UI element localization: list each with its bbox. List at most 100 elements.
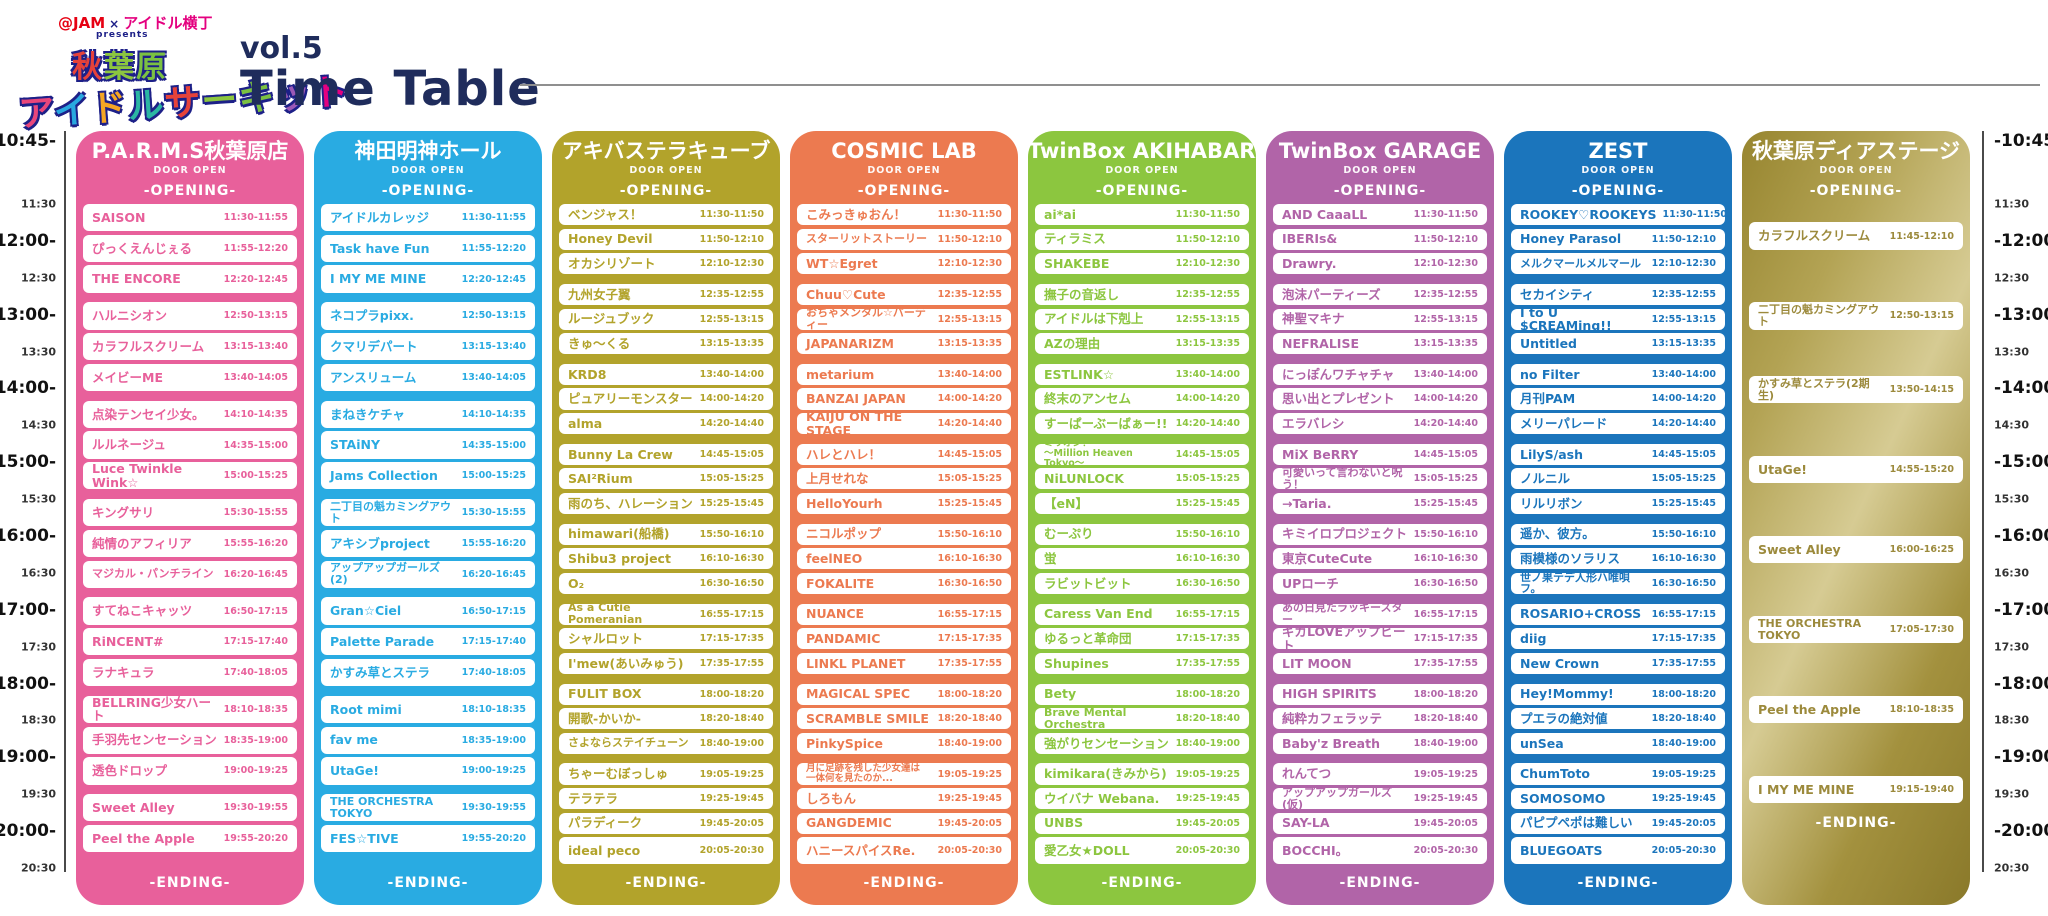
venue-schedule: カラフルスクリーム 11:45-12:10 二丁目の魁カミングアウト 12:50-13…: [1749, 204, 1963, 868]
presents-label: presents: [96, 30, 149, 40]
venue-name: アキバステラキューブ: [561, 139, 771, 163]
act-row: おちゃメンタル☆パーティー 12:55-13:15: [797, 308, 1011, 330]
act-time: 16:55-17:15: [699, 608, 764, 620]
act-row: ノルニル 15:05-15:25: [1511, 468, 1725, 490]
act-name: 【eN】: [1044, 495, 1088, 511]
act-time: 17:40-18:05: [461, 667, 526, 679]
act-time: 13:15-13:40: [223, 341, 288, 353]
act-row: Jams Collection 15:00-15:25: [321, 462, 535, 490]
venue-name: TwinBox AKIHABARA: [1028, 139, 1272, 163]
act-time: 18:40-19:00: [1651, 737, 1716, 749]
venue-name: 神田明神ホール: [354, 139, 502, 163]
time-tick: 14:00-: [0, 378, 56, 399]
venue-columns: P.A.R.M.S秋葉原店 DOOR OPEN -OPENING- SAISON 11:…: [76, 131, 1970, 905]
act-time: 17:35-17:55: [1413, 657, 1478, 669]
act-name: 可愛いって言わないと呪う！: [1282, 468, 1403, 490]
logo-char: イ: [52, 89, 93, 134]
logo-char: 原: [136, 50, 168, 85]
act-row: NiLUNLOCK 15:05-15:25: [1035, 468, 1249, 490]
time-tick: -12:00: [1994, 230, 2048, 251]
act-row: THE ENCORE 12:20-12:45: [83, 265, 297, 293]
act-row: ベンジャス！ 11:30-11:50: [559, 204, 773, 226]
act-row: UPローチ 16:30-16:50: [1273, 572, 1487, 594]
act-time: 20:05-20:30: [937, 845, 1002, 857]
venue-name: 秋葉原ディアステージ: [1751, 139, 1961, 163]
act-name: ハニースパイスRe.: [806, 843, 916, 859]
time-tick: 20:30: [20, 861, 56, 875]
act-row: メリーパレード 14:20-14:40: [1511, 413, 1725, 435]
act-name: 撫子の音返し: [1044, 286, 1120, 302]
act-time: 20:05-20:30: [1175, 845, 1240, 857]
act-name: アイドルは下剋上: [1044, 311, 1144, 327]
act-time: 20:05-20:30: [1651, 845, 1716, 857]
act-name: ハルニシオン: [92, 308, 168, 324]
venue-header: TwinBox AKIHABARA DOOR OPEN -OPENING-: [1028, 131, 1272, 204]
act-name: SOMOSOMO: [1520, 790, 1606, 806]
act-name: きゅ〜くる: [568, 335, 631, 351]
act-row: しろもん 19:25-19:45: [797, 788, 1011, 810]
act-time: 14:45-15:05: [1413, 448, 1478, 460]
act-row: Sweet Alley 16:00-16:25: [1749, 536, 1963, 564]
act-row: himawari(船橋) 15:50-16:10: [559, 523, 773, 545]
act-name: Honey Devil: [568, 231, 653, 247]
time-tick: 12:30: [20, 271, 56, 285]
act-row: 開歌-かいか- 18:20-18:40: [559, 708, 773, 730]
act-time: 16:10-16:30: [1651, 553, 1716, 565]
act-row: ピュアリーモンスター 14:00-14:20: [559, 388, 773, 410]
venue-column-4: COSMIC LAB DOOR OPEN -OPENING- こみっきゅおん！ 11:3…: [790, 131, 1018, 905]
act-name: アイドルカレッジ: [330, 209, 430, 225]
opening-label: -OPENING-: [381, 183, 475, 200]
time-tick: 16:30: [20, 566, 56, 580]
act-time: 14:55-15:20: [1889, 464, 1954, 476]
act-row: SOMOSOMO 19:25-19:45: [1511, 788, 1725, 810]
act-row: れんてつ 19:05-19:25: [1273, 763, 1487, 785]
act-row: SAY-LA 19:45-20:05: [1273, 812, 1487, 834]
act-name: unSea: [1520, 735, 1564, 751]
act-row: SAI²Rium 15:05-15:25: [559, 468, 773, 490]
act-time: 17:40-18:05: [223, 667, 288, 679]
act-time: 19:45-20:05: [1651, 817, 1716, 829]
venue-schedule: アイドルカレッジ 11:30-11:55 Task have Fun 11:55-12…: [321, 204, 535, 868]
act-name: LilyS/ash: [1520, 446, 1584, 462]
act-row: unSea 18:40-19:00: [1511, 732, 1725, 754]
act-time: 16:30-16:50: [1175, 577, 1240, 589]
act-row: こみっきゅおん！ 11:30-11:50: [797, 204, 1011, 226]
act-row: パラディーク 19:45-20:05: [559, 812, 773, 834]
act-row: Gran☆Ciel 16:50-17:15: [321, 597, 535, 625]
act-name: NUANCE: [806, 606, 865, 622]
venue-name: ZEST: [1588, 139, 1648, 163]
act-row: Shupines 17:35-17:55: [1035, 652, 1249, 674]
act-name: AND CaaaLL: [1282, 206, 1368, 222]
act-time: 13:15-13:35: [1651, 338, 1716, 350]
act-row: UtaGe! 19:00-19:25: [321, 757, 535, 785]
act-row: 【eN】 15:25-15:45: [1035, 492, 1249, 515]
act-time: 19:45-20:05: [1413, 817, 1478, 829]
act-time: 20:05-20:30: [699, 845, 764, 857]
act-row: 純粋カフェラッテ 18:20-18:40: [1273, 708, 1487, 730]
act-time: 18:00-18:20: [937, 688, 1002, 700]
act-name: テラテラ: [568, 790, 619, 806]
time-tick: -13:00: [1994, 304, 2048, 325]
time-tick: -17:00: [1994, 599, 2048, 620]
act-name: カラフルスクリーム: [92, 338, 205, 354]
act-name: ラビットビット: [1044, 575, 1132, 591]
time-tick: 18:30: [1994, 713, 2030, 727]
act-time: 11:50-12:10: [1413, 233, 1478, 245]
act-row: LINKL PLANET 17:35-17:55: [797, 652, 1011, 674]
act-name: メリーパレード: [1520, 415, 1608, 431]
act-row: UtaGe! 14:55-15:20: [1749, 456, 1963, 484]
act-name: SCRAMBLE SMILE: [806, 710, 929, 726]
act-row: かすみ草とステラ(2期生) 13:50-14:15: [1749, 376, 1963, 404]
act-time: 16:55-17:15: [937, 608, 1002, 620]
act-name: しろもん: [806, 790, 857, 806]
page-header: @JAM × アイドル横丁 presents 秋葉原 アイドルサーキット vol.5…: [0, 0, 2048, 135]
act-name: ノルニル: [1520, 471, 1571, 487]
act-time: 15:55-16:20: [461, 537, 526, 549]
act-row: MiX BeRRY 14:45-15:05: [1273, 443, 1487, 465]
time-tick: 10:45-: [0, 131, 56, 151]
act-time: 14:00-14:20: [937, 393, 1002, 405]
act-time: 12:55-13:15: [1651, 313, 1716, 325]
act-name: 蛍: [1044, 551, 1057, 567]
time-tick: -20:00: [1994, 821, 2048, 842]
time-tick: 13:30: [20, 345, 56, 359]
